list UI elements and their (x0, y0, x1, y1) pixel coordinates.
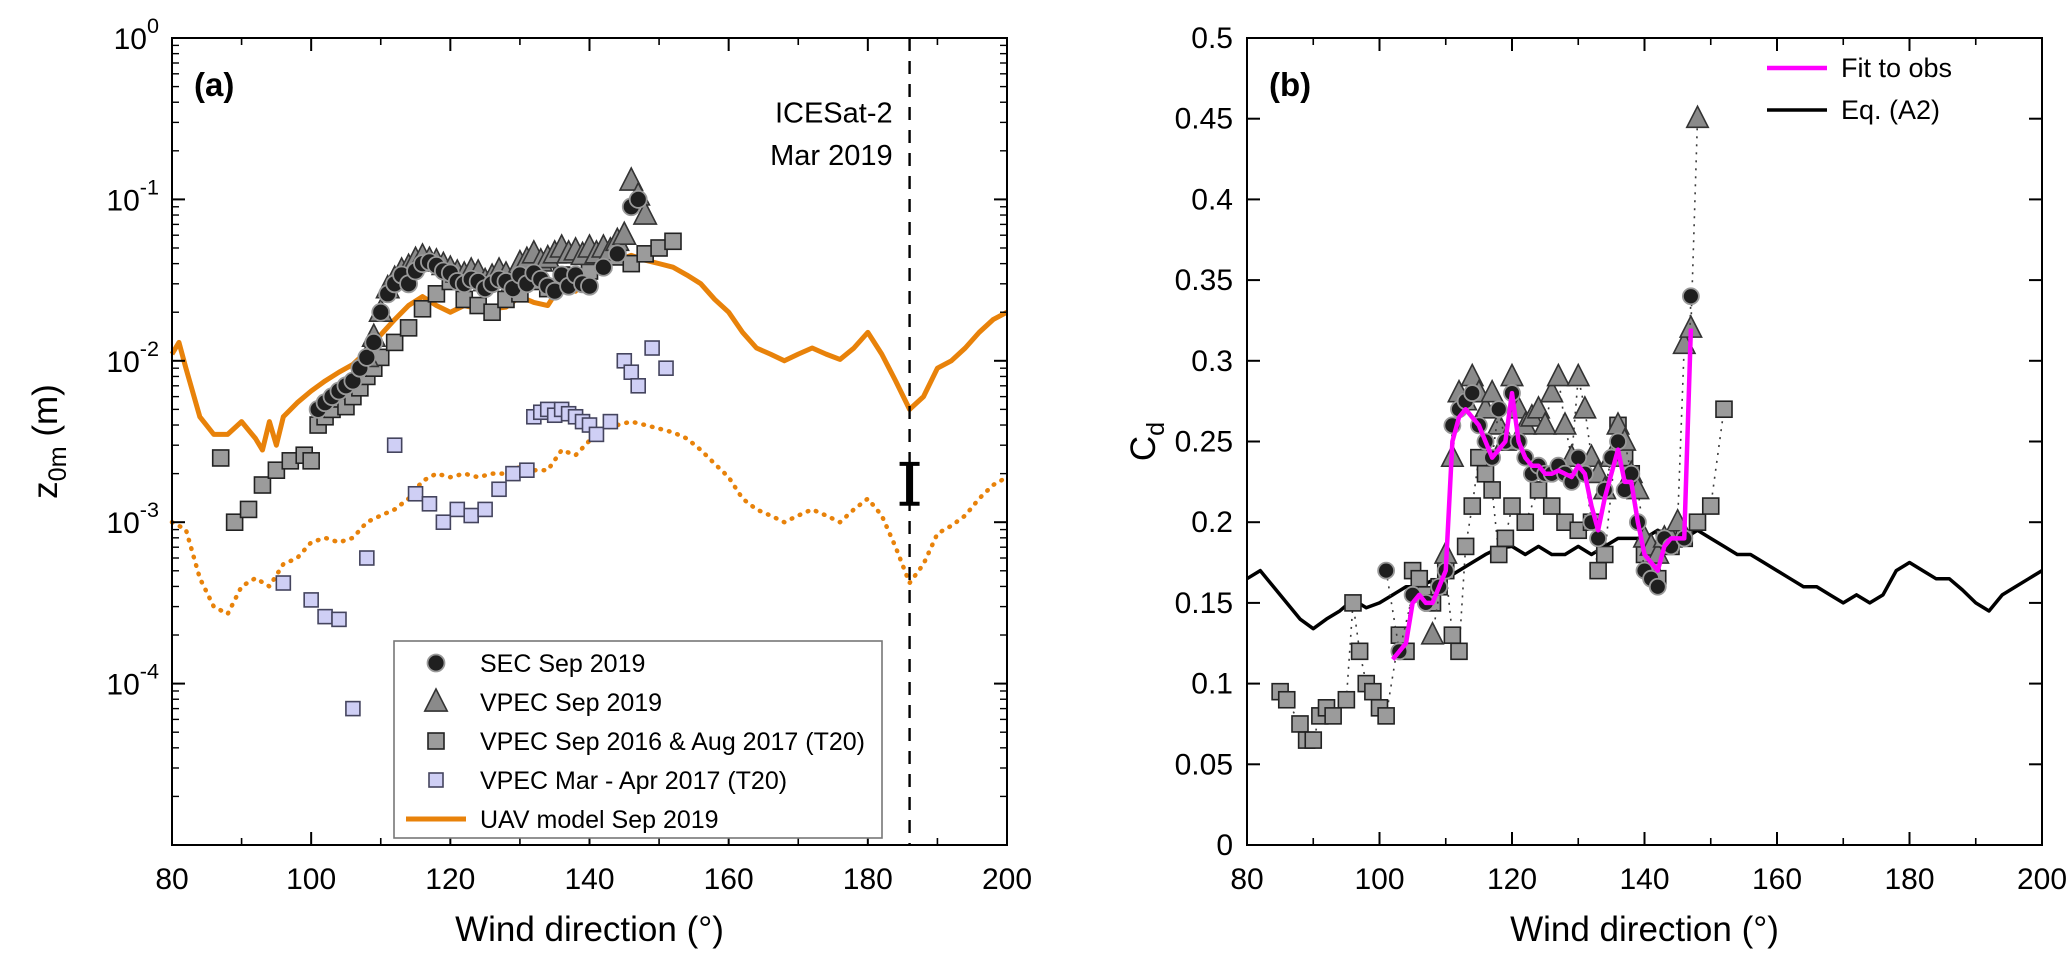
legend-label: SEC Sep 2019 (480, 650, 645, 678)
x-tick-label: 200 (982, 863, 1032, 896)
legend-label: VPEC Sep 2016 & Aug 2017 (T20) (480, 728, 865, 756)
legend-label: Fit to obs (1841, 53, 1952, 83)
x-tick-label: 140 (564, 863, 614, 896)
annotation-line: Mar 2019 (770, 140, 893, 172)
y-tick-label: 0.05 (1175, 748, 1233, 781)
panel-label: (a) (194, 66, 234, 103)
ticks: 80 100 120 140 160 180 200 100 10-1 10-2 10-3 10-4 (106, 13, 1032, 896)
x-tick-label: 160 (1752, 863, 1802, 896)
y-tick-label: 0 (1216, 829, 1233, 862)
axes-box (1246, 37, 2043, 846)
legend-label: VPEC Mar - Apr 2017 (T20) (480, 767, 787, 795)
x-tick-label: 100 (286, 863, 336, 896)
series-sec-sep-2019 (308, 189, 648, 419)
legend: SEC Sep 2019 VPEC Sep 2019 VPEC Sep 2016 &… (393, 640, 883, 839)
series-fit-to-obs (1391, 328, 1694, 661)
series-line (1391, 328, 1694, 661)
y-tick-label: 10-1 (106, 174, 159, 217)
y-tick-label: 0.3 (1191, 345, 1233, 378)
y-axis-label: Cd (1124, 422, 1170, 461)
x-tick-label: 80 (1230, 863, 1263, 896)
y-tick-label: 0.2 (1191, 506, 1233, 539)
y-tick-label: 0.1 (1191, 668, 1233, 701)
series-vpec-mar-apr-2017-t20 (275, 340, 674, 717)
x-tick-label: 160 (704, 863, 754, 896)
panel-a: ICESat-2 Mar 2019 80 100 120 140 160 180 200 100 1… (26, 13, 1032, 949)
y-tick-label: 10-2 (106, 336, 159, 379)
legend-label: Eq. (A2) (1841, 95, 1940, 125)
y-tick-label: 0.4 (1191, 183, 1233, 216)
panel-label: (b) (1269, 66, 1311, 103)
x-tick-label: 180 (843, 863, 893, 896)
x-tick-label: 120 (1487, 863, 1537, 896)
x-axis-label: Wind direction (°) (1510, 910, 1779, 949)
annotation: ICESat-2 Mar 2019 (770, 97, 893, 172)
series-vpec-2016-2017-cd (1271, 400, 1733, 749)
y-tick-label: 0.35 (1175, 264, 1233, 297)
errorbar (899, 461, 920, 506)
legend: Fit to obs Eq. (A2) (1767, 53, 1952, 125)
x-axis-label: Wind direction (°) (455, 910, 724, 949)
series-vpec-sep-2019-cd (1420, 104, 1710, 645)
x-tick-label: 80 (155, 863, 188, 896)
y-tick-label: 0.15 (1175, 587, 1233, 620)
series-connector (1279, 409, 1725, 741)
y-tick-label: 0.45 (1175, 103, 1233, 136)
y-tick-label: 100 (114, 13, 159, 56)
x-tick-label: 140 (1619, 863, 1669, 896)
y-tick-label: 0.5 (1191, 22, 1233, 55)
legend-label: UAV model Sep 2019 (480, 806, 719, 834)
x-tick-label: 200 (2017, 863, 2067, 896)
annotation-line: ICESat-2 (775, 97, 893, 129)
y-tick-label: 0.25 (1175, 426, 1233, 459)
legend-label: VPEC Sep 2019 (480, 689, 662, 717)
y-axis-label: z0m (m) (26, 384, 72, 499)
ticks: 80 100 120 140 160 180 200 0 0.05 0.1 0.15 0.2 0.25 0… (1175, 22, 2067, 896)
y-tick-label: 10-3 (106, 497, 159, 540)
x-tick-label: 180 (1884, 863, 1934, 896)
y-tick-label: 10-4 (106, 659, 159, 702)
x-tick-label: 100 (1354, 863, 1404, 896)
x-tick-label: 120 (425, 863, 475, 896)
panel-b: 80 100 120 140 160 180 200 0 0.05 0.1 0.15 0.2 0.25 0… (1124, 22, 2067, 949)
